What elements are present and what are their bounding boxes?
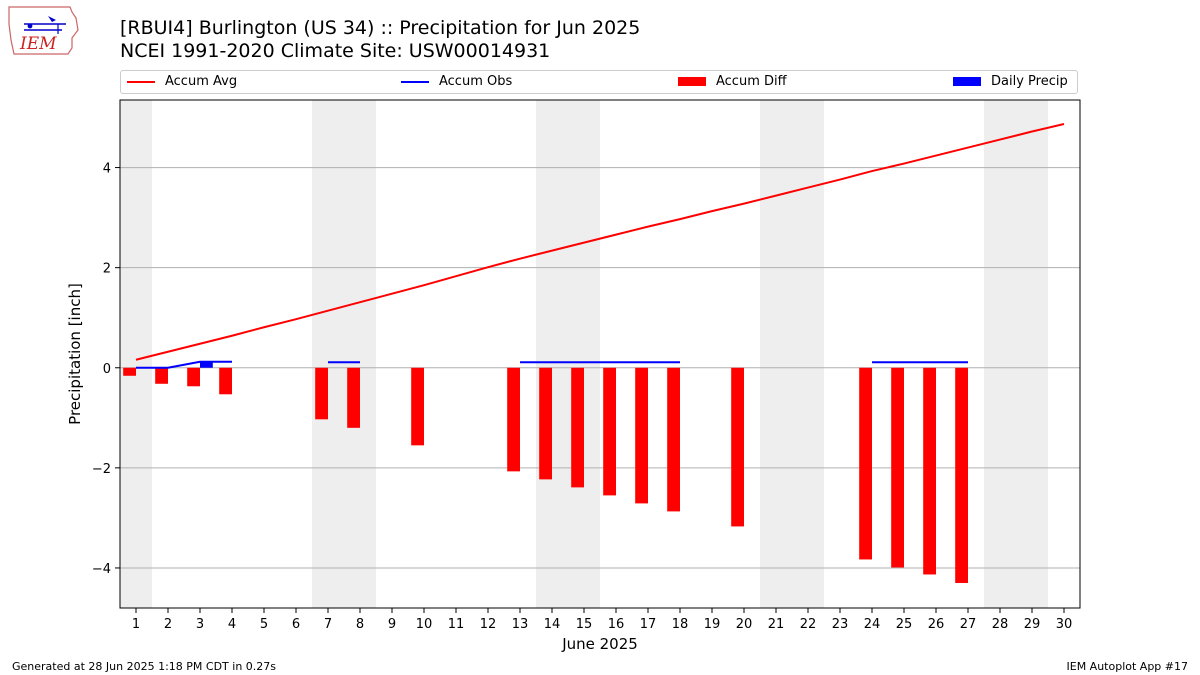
x-tick-label: 29: [1024, 617, 1041, 632]
x-tick-label: 25: [896, 617, 913, 632]
legend-swatch: [401, 80, 429, 83]
x-tick-label: 22: [800, 617, 817, 632]
legend-label: Accum Obs: [439, 74, 513, 89]
accum-diff-bar: [923, 367, 936, 575]
legend-item-daily-precip: Daily Precip: [953, 74, 1068, 89]
accum-diff-bar: [315, 367, 328, 420]
x-tick-label: 27: [960, 617, 977, 632]
x-tick-label: 21: [768, 617, 785, 632]
x-tick-label: 20: [736, 617, 753, 632]
legend-item-accum-avg: Accum Avg: [127, 74, 237, 89]
x-tick-label: 3: [196, 617, 204, 632]
y-axis-label: Precipitation [inch]: [66, 283, 84, 425]
accum-diff-bar: [667, 367, 680, 512]
legend-label: Accum Avg: [165, 74, 238, 89]
legend-label: Daily Precip: [991, 74, 1068, 89]
accum-diff-bar: [123, 367, 136, 376]
accum-diff-bar: [859, 367, 872, 560]
chart-title: [RBUI4] Burlington (US 34) :: Precipitat…: [120, 17, 641, 39]
x-tick-label: 9: [388, 617, 396, 632]
weekend-band: [1016, 100, 1048, 608]
weekend-band: [344, 100, 376, 608]
plot-frame: [119, 99, 1081, 609]
x-tick-label: 11: [448, 617, 465, 632]
weekend-band: [536, 100, 568, 608]
y-tick-label: −4: [92, 562, 111, 577]
accum-diff-bar: [731, 367, 744, 527]
daily-precip-bar: [200, 361, 213, 368]
x-tick-label: 15: [576, 617, 593, 632]
accum-diff-bar: [411, 367, 424, 446]
legend-item-accum-diff: Accum Diff: [678, 74, 787, 89]
x-tick-label: 13: [512, 617, 529, 632]
weekend-band: [568, 100, 600, 608]
legend-swatch: [953, 77, 981, 86]
footer-generated: Generated at 28 Jun 2025 1:18 PM CDT in …: [12, 660, 277, 673]
footer-app: IEM Autoplot App #17: [1066, 660, 1189, 673]
legend-swatch: [127, 80, 155, 83]
x-tick-label: 26: [928, 617, 945, 632]
accum-diff-bar: [155, 367, 168, 384]
y-tick-label: 4: [103, 162, 111, 177]
accum-diff-bar: [347, 367, 360, 428]
chart-subtitle: NCEI 1991-2020 Climate Site: USW00014931: [120, 40, 551, 62]
accum-diff-bar: [603, 367, 616, 496]
y-tick-label: 0: [103, 362, 111, 377]
accum-avg-line: [135, 123, 1065, 361]
y-tick-label: −2: [92, 462, 111, 477]
weekend-band: [792, 100, 824, 608]
legend: Accum Avg Accum Obs Accum Diff Daily Pre…: [120, 70, 1078, 94]
x-tick-label: 18: [672, 617, 689, 632]
accum-diff-bar: [219, 367, 232, 395]
legend-swatch: [678, 77, 706, 86]
x-tick-label: 14: [544, 617, 561, 632]
x-tick-label: 2: [164, 617, 172, 632]
x-tick-label: 7: [324, 617, 332, 632]
iem-logo: IEM: [6, 4, 80, 62]
x-tick-label: 6: [292, 617, 300, 632]
x-tick-label: 28: [992, 617, 1009, 632]
accum-diff-bar: [891, 367, 904, 568]
accum-diff-bar: [955, 367, 968, 583]
accum-diff-bar: [187, 367, 200, 387]
weekend-band: [984, 100, 1016, 608]
x-tick-label: 4: [228, 617, 236, 632]
accum-diff-bar: [507, 367, 520, 472]
legend-item-accum-obs: Accum Obs: [401, 74, 512, 89]
accum-diff-bar: [539, 367, 552, 480]
x-tick-label: 8: [356, 617, 364, 632]
accum-obs-line: [136, 360, 232, 369]
x-tick-label: 17: [640, 617, 657, 632]
y-tick-label: 2: [103, 262, 111, 277]
x-tick-label: 24: [864, 617, 881, 632]
logo-text: IEM: [20, 34, 57, 54]
x-tick-label: 12: [480, 617, 497, 632]
x-tick-label: 16: [608, 617, 625, 632]
x-tick-label: 5: [260, 617, 268, 632]
legend-label: Accum Diff: [716, 74, 787, 89]
accum-diff-bar: [571, 367, 584, 488]
x-tick-label: 30: [1056, 617, 1073, 632]
weekend-band: [312, 100, 344, 608]
x-axis-label: June 2025: [561, 635, 638, 653]
accum-diff-bar: [635, 367, 648, 504]
x-tick-label: 23: [832, 617, 849, 632]
weekend-band: [760, 100, 792, 608]
iowa-map-icon: [8, 6, 79, 55]
x-tick-label: 19: [704, 617, 721, 632]
x-tick-label: 10: [416, 617, 433, 632]
x-tick-label: 1: [132, 617, 140, 632]
weekend-band: [120, 100, 152, 608]
